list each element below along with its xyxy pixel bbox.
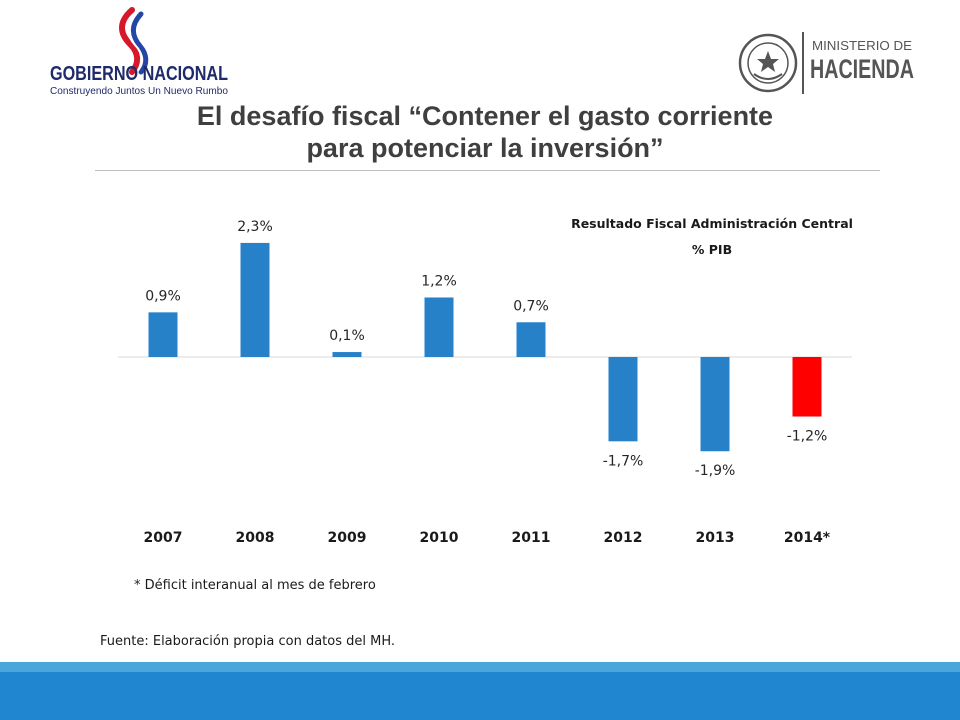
footer-band xyxy=(0,672,960,720)
data-label: -1,9% xyxy=(695,463,736,479)
slide-title-line2: para potenciar la inversión” xyxy=(306,133,664,163)
logo-ministry-line1: MINISTERIO DE xyxy=(812,38,912,53)
bar-2009 xyxy=(332,352,362,357)
data-label: 2,3% xyxy=(237,219,273,235)
fiscal-result-bar-chart: Resultado Fiscal Administración Central … xyxy=(118,216,853,546)
logo-title: GOBIERNO NACIONAL xyxy=(50,63,228,85)
source-note: Fuente: Elaboración propia con datos del… xyxy=(100,634,396,649)
chart-title: Resultado Fiscal Administración Central xyxy=(571,216,853,231)
bar-2008 xyxy=(240,242,270,357)
title-divider xyxy=(95,170,880,171)
logo-divider xyxy=(802,32,804,94)
x-tick-label: 2010 xyxy=(420,530,459,546)
data-label: 0,9% xyxy=(145,288,181,304)
bar-2014 xyxy=(792,357,822,417)
chart-subtitle: % PIB xyxy=(692,242,732,257)
x-tick-label: 2013 xyxy=(696,530,735,546)
data-label: 1,2% xyxy=(421,273,457,289)
gobierno-nacional-logo: GOBIERNO NACIONAL Construyendo Juntos Un… xyxy=(50,7,228,97)
data-label: 0,7% xyxy=(513,298,549,314)
x-tick-label: 2011 xyxy=(512,530,551,546)
bar-2010 xyxy=(424,297,454,357)
logo-tagline: Construyendo Juntos Un Nuevo Rumbo xyxy=(50,86,228,97)
x-tick-label: 2007 xyxy=(144,530,183,546)
x-tick-label: 2012 xyxy=(604,530,643,546)
x-tick-label: 2014* xyxy=(784,530,831,546)
footnote: * Déficit interanual al mes de febrero xyxy=(134,578,376,593)
bar-2007 xyxy=(148,312,178,357)
x-tick-label: 2009 xyxy=(328,530,367,546)
data-label: -1,7% xyxy=(603,453,644,469)
data-label: 0,1% xyxy=(329,328,365,344)
data-label: -1,2% xyxy=(787,429,828,445)
bar-2013 xyxy=(700,357,730,452)
x-tick-label: 2008 xyxy=(236,530,275,546)
bar-2011 xyxy=(516,322,546,357)
bar-2012 xyxy=(608,357,638,442)
ministerio-hacienda-logo: MINISTERIO DE HACIENDA xyxy=(738,32,914,94)
slide-title-line1: El desafío fiscal “Contener el gasto cor… xyxy=(196,101,774,131)
footer-band-light xyxy=(0,662,960,672)
national-seal-icon xyxy=(738,33,798,93)
logo-ministry-line2: HACIENDA xyxy=(810,54,914,84)
flag-swoosh-icon xyxy=(119,7,149,75)
